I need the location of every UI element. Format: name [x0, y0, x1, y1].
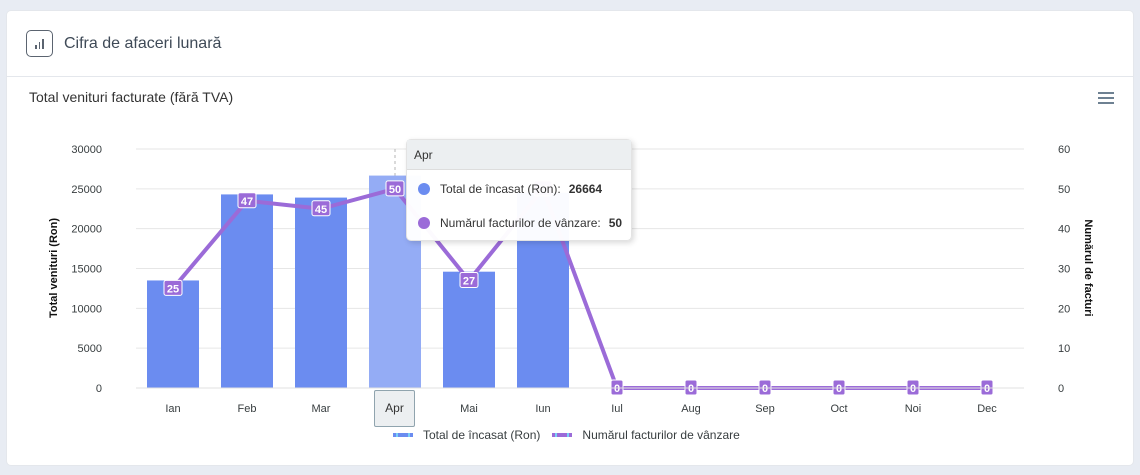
data-label-bg	[237, 192, 257, 209]
x-tick-label: Sep	[755, 403, 775, 415]
tooltip-value: 26664	[568, 182, 603, 196]
chart-tooltip: Apr Total de încasat (Ron): 26664 Număru…	[406, 139, 632, 241]
data-label-text: 27	[463, 275, 475, 287]
y2-tick-label: 0	[1058, 383, 1064, 395]
invoices-dot	[418, 217, 430, 229]
chart-menu-icon[interactable]	[1098, 92, 1114, 104]
data-label-text: 0	[984, 383, 990, 395]
y2-axis-title: Numărul de facturi	[1082, 219, 1094, 316]
data-label-text: 0	[614, 383, 620, 395]
data-label: 50	[385, 180, 405, 197]
crosshair-x-label: Apr	[374, 390, 415, 427]
bar-mar	[295, 197, 347, 388]
card-header: Cifra de afaceri lunară	[7, 11, 1133, 77]
data-label-text: 50	[389, 184, 401, 196]
bar-ian	[147, 280, 199, 388]
tooltip-title: Apr	[407, 140, 631, 170]
data-label-text: 45	[315, 204, 327, 216]
x-tick-label: Mar	[312, 403, 331, 415]
bar-chart-icon	[26, 30, 53, 57]
data-label-bg	[163, 279, 183, 296]
data-label-text: 0	[762, 383, 768, 395]
data-label-text: 25	[167, 283, 179, 295]
data-label-bg	[311, 200, 331, 217]
y-tick-label: 15000	[71, 264, 102, 276]
y2-tick-label: 40	[1058, 224, 1070, 236]
y-tick-label: 10000	[71, 303, 102, 315]
data-label-text: 0	[688, 383, 694, 395]
legend-label: Total de încasat (Ron)	[423, 428, 541, 442]
card-title: Cifra de afaceri lunară	[64, 34, 222, 52]
x-tick-label: Iul	[611, 403, 623, 415]
y2-tick-label: 20	[1058, 303, 1070, 315]
data-label: 27	[459, 271, 479, 288]
tooltip-label: Numărul facturilor de vânzare:	[440, 216, 601, 230]
axes: 0500010000150002000025000300000102030405…	[48, 144, 1094, 415]
legend-marker	[552, 433, 573, 437]
x-tick-label: Iun	[535, 403, 550, 415]
x-tick-label: Dec	[977, 403, 997, 415]
y-tick-label: 30000	[71, 144, 102, 156]
legend-marker	[393, 433, 413, 437]
tooltip-row-invoices: Numărul facturilor de vânzare: 50	[418, 216, 622, 230]
legend-label: Numărul facturilor de vânzare	[582, 428, 740, 442]
data-label-bg	[385, 180, 405, 197]
y-tick-label: 0	[96, 383, 102, 395]
revenue-dot	[418, 183, 430, 195]
y2-tick-label: 30	[1058, 264, 1070, 276]
y2-tick-label: 10	[1058, 343, 1070, 355]
y2-tick-label: 50	[1058, 184, 1070, 196]
tooltip-label: Total de încasat (Ron):	[440, 182, 561, 196]
x-tick-label: Oct	[830, 403, 847, 415]
legend-item-revenue[interactable]: Total de încasat (Ron)	[393, 428, 540, 442]
y-tick-label: 25000	[71, 184, 102, 196]
data-label-text: 0	[910, 383, 916, 395]
y-tick-label: 20000	[71, 224, 102, 236]
x-tick-label: Noi	[905, 403, 922, 415]
y-tick-label: 5000	[78, 343, 102, 355]
data-label: 25	[163, 279, 183, 296]
y-axis-title: Total venituri (Ron)	[48, 218, 60, 318]
x-tick-label: Feb	[238, 403, 257, 415]
data-label-text: 0	[836, 383, 842, 395]
chart-legend: Total de încasat (Ron) Numărul facturilo…	[393, 428, 752, 442]
data-label-bg	[459, 271, 479, 288]
data-label: 45	[311, 200, 331, 217]
y2-tick-label: 60	[1058, 144, 1070, 156]
x-tick-label: Aug	[681, 403, 701, 415]
bar-mai	[443, 271, 495, 388]
tooltip-value: 50	[608, 216, 623, 230]
bar-feb	[221, 194, 273, 388]
chart-title: Total venituri facturate (fără TVA)	[29, 89, 234, 105]
data-label-text: 47	[241, 196, 253, 208]
x-tick-label: Mai	[460, 403, 478, 415]
x-tick-label: Ian	[165, 403, 180, 415]
tooltip-row-revenue: Total de încasat (Ron): 26664	[418, 182, 602, 196]
legend-item-invoices[interactable]: Numărul facturilor de vânzare	[552, 428, 740, 442]
data-label: 47	[237, 192, 257, 209]
